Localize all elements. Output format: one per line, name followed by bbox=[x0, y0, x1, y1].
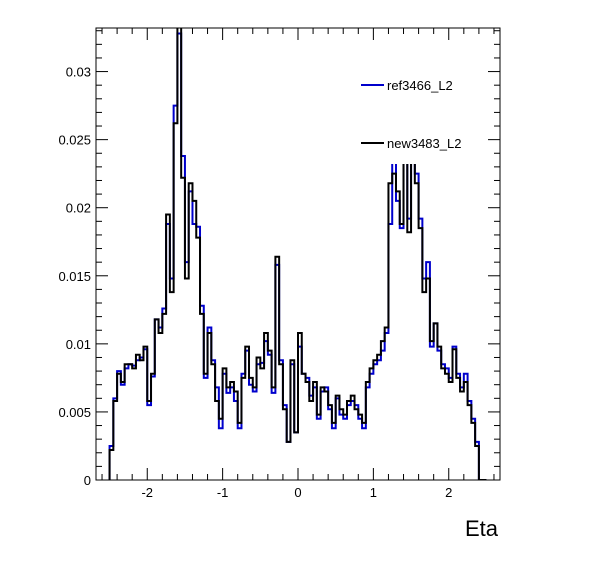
series-layer bbox=[108, 28, 487, 480]
x-tick-label: 0 bbox=[294, 485, 301, 500]
series-new3483_L2-line bbox=[108, 28, 487, 480]
x-tick-label: 2 bbox=[445, 485, 452, 500]
x-tick-label: -2 bbox=[141, 485, 153, 500]
y-tick-label: 0.03 bbox=[66, 65, 91, 80]
legend: ref3466_L2 new3483_L2 bbox=[357, 42, 470, 164]
y-tick-label: 0.025 bbox=[58, 133, 91, 148]
legend-label-new3483_L2: new3483_L2 bbox=[387, 136, 461, 151]
y-tick-label: 0 bbox=[84, 473, 91, 488]
y-tick-label: 0.02 bbox=[66, 201, 91, 216]
x-tick-label: -1 bbox=[217, 485, 229, 500]
x-axis-title: Eta bbox=[465, 516, 499, 541]
y-tick-label: 0.005 bbox=[58, 405, 91, 420]
x-tick-label: 1 bbox=[370, 485, 377, 500]
axis-ticks: -2 -1 0 1 2 0 0.005 0.01 0.015 0.02 0.025 0.03 bbox=[58, 28, 500, 500]
y-tick-label: 0.01 bbox=[66, 337, 91, 352]
legend-label-ref3466_L2: ref3466_L2 bbox=[387, 78, 453, 93]
y-tick-label: 0.015 bbox=[58, 269, 91, 284]
